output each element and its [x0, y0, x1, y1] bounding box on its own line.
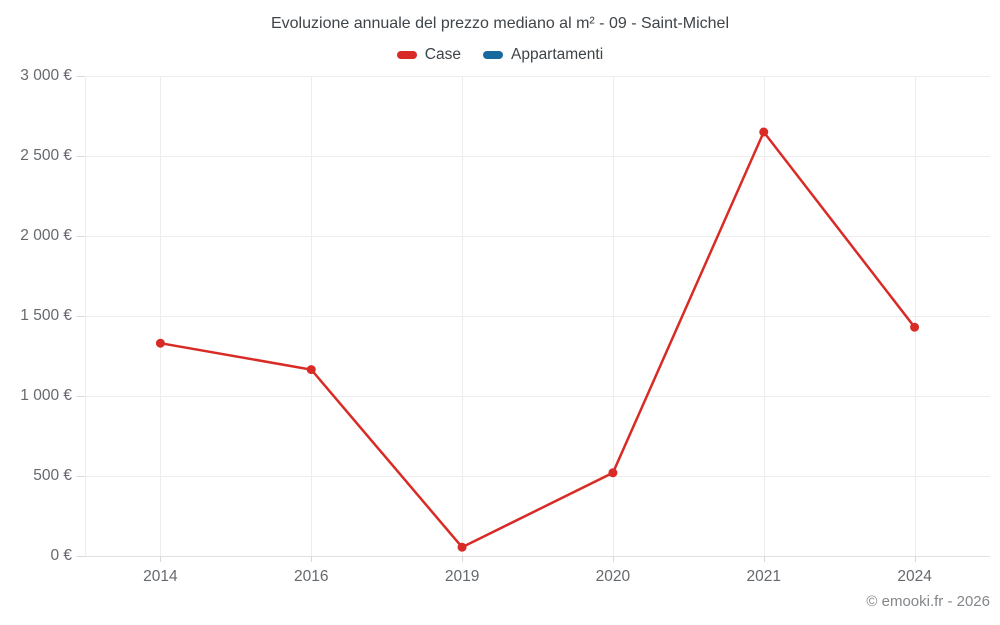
- x-axis-tick: [612, 556, 614, 562]
- v-gridline: [914, 76, 916, 556]
- data-point-case-2019: [457, 542, 467, 552]
- h-gridline: [85, 316, 990, 317]
- y-tick-label: 3 000 €: [20, 67, 72, 84]
- h-gridline: [85, 476, 990, 477]
- h-gridline: [85, 396, 990, 397]
- chart-title: Evoluzione annuale del prezzo mediano al…: [270, 15, 729, 32]
- legend-item-case[interactable]: Case: [396, 46, 461, 64]
- appartamenti-series-swatch-icon: [482, 51, 503, 59]
- h-gridline: [85, 156, 990, 157]
- h-gridline: [85, 76, 990, 77]
- chart-canvas: [155, 127, 920, 552]
- x-axis-tick: [914, 556, 916, 562]
- case-series-swatch-icon: [396, 51, 417, 59]
- y-axis-tick: [77, 156, 85, 157]
- legend-item-appartamenti[interactable]: Appartamenti: [482, 46, 604, 64]
- data-point-case-2024: [910, 322, 920, 332]
- x-axis-tick: [763, 556, 765, 562]
- v-gridline: [612, 76, 614, 556]
- y-axis-tick: [77, 396, 85, 397]
- v-gridline: [462, 76, 464, 556]
- x-tick-label: 2020: [595, 568, 631, 585]
- v-gridline: [311, 76, 313, 556]
- x-tick-label: 2014: [143, 568, 178, 585]
- y-axis-line: [85, 76, 86, 556]
- y-tick-label: 2 500 €: [20, 147, 72, 164]
- x-tick-label: 2021: [746, 568, 781, 585]
- y-axis-tick: [77, 236, 85, 237]
- x-axis-tick: [160, 556, 162, 562]
- plot-area: [77, 76, 990, 562]
- y-axis-tick: [77, 556, 85, 557]
- y-tick-label: 1 500 €: [20, 307, 72, 324]
- legend-label-appartamenti: Appartamenti: [510, 46, 604, 63]
- data-point-case-2020: [608, 468, 618, 478]
- x-tick-label: 2016: [294, 568, 329, 585]
- legend: Case Appartamenti: [0, 46, 1000, 64]
- y-axis-tick: [77, 76, 85, 77]
- y-tick-label: 500 €: [33, 467, 72, 484]
- v-gridline: [763, 76, 765, 556]
- y-tick-label: 1 000 €: [20, 387, 72, 404]
- x-tick-label: 2024: [897, 568, 932, 585]
- x-axis-line: [85, 556, 990, 557]
- copyright: © emooki.fr - 2026: [866, 593, 990, 610]
- data-point-case-2016: [306, 365, 316, 375]
- h-gridline: [85, 236, 990, 237]
- series-line-case: [160, 129, 916, 549]
- y-tick-label: 0 €: [50, 547, 72, 564]
- y-tick-label: 2 000 €: [20, 227, 72, 244]
- x-tick-label: 2019: [444, 568, 480, 585]
- y-axis-tick: [77, 316, 85, 317]
- legend-label-case: Case: [424, 46, 461, 63]
- x-axis-tick: [462, 556, 464, 562]
- y-axis-tick: [77, 476, 85, 477]
- v-gridline: [160, 76, 162, 556]
- data-point-case-2021: [759, 127, 769, 137]
- x-axis-tick: [311, 556, 313, 562]
- data-point-case-2014: [155, 338, 165, 348]
